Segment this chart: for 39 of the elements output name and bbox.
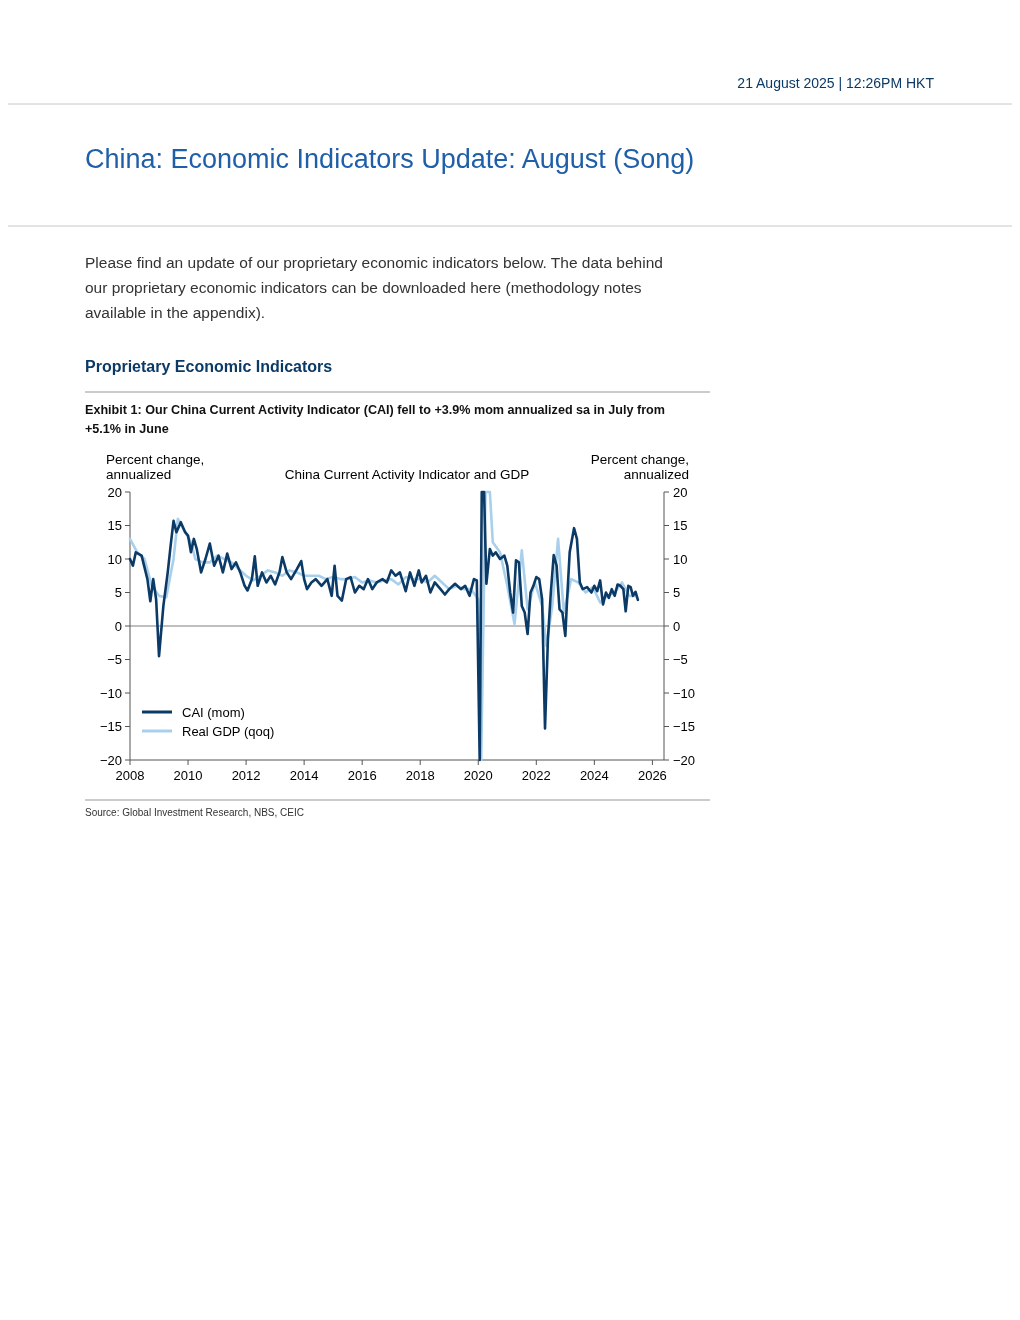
text: China: Economic Indicators Update: August (Song) (85, 144, 695, 174)
chart-title: Exhibit 1: Our China Current Activity Indicator (CAI) fell to +3.9% mom annualized sa in July from +5.1% in June (85, 403, 665, 436)
y2-tick-label: 15 (673, 518, 688, 533)
y-tick-label: −5 (107, 652, 122, 667)
y-tick-label: 5 (114, 585, 122, 600)
y2-tick-label: −15 (673, 719, 696, 734)
text: Proprietary Economic Indicators (85, 358, 333, 375)
y-tick-label: 10 (107, 551, 122, 567)
source-note: Source: Global Investment Research, NBS, CEIC (85, 807, 304, 818)
y2-tick-label: −5 (673, 652, 688, 667)
x-tick-label: 2020 (463, 768, 493, 783)
y2-tick-label: 10 (673, 551, 688, 567)
y2-tick-label: 0 (673, 618, 681, 634)
x-tick-label: 2010 (173, 768, 203, 783)
y2-axis-title: Percent change, annualized (590, 452, 689, 482)
x-tick-label: 2012 (231, 768, 261, 783)
y-tick-label: −20 (99, 752, 122, 768)
x-tick-label: 2026 (637, 768, 667, 783)
y-tick-label: 15 (107, 518, 122, 533)
y-axis-title: Percent change, annualized (106, 452, 205, 482)
y-tick-label: 0 (114, 618, 122, 634)
y2-tick-label: −20 (673, 752, 696, 768)
text: Please find an update of our proprietary economic indicators below. The data behind our proprietary economic indicators can be downloaded here (methodology notes available in the appendix). (85, 254, 663, 321)
x-tick-label: 2016 (347, 768, 377, 783)
x-tick-label: 2014 (289, 768, 319, 783)
y-tick-label: 20 (107, 484, 122, 500)
text: 21 August 2025 | 12:26PM HKT (737, 75, 935, 91)
y-tick-label: −10 (99, 685, 122, 701)
x-tick-label: 2024 (579, 768, 609, 783)
x-tick-label: 2018 (405, 768, 435, 783)
legend-label: CAI (mom) (182, 705, 245, 720)
x-tick-label: 2008 (115, 768, 145, 783)
y-tick-label: −15 (99, 719, 122, 734)
chart-subtitle: China Current Activity Indicator and GDP (284, 467, 530, 482)
y2-tick-label: 20 (673, 484, 688, 500)
legend-label: Real GDP (qoq) (182, 724, 275, 739)
y2-tick-label: 5 (673, 585, 681, 600)
y2-tick-label: −10 (673, 685, 696, 701)
x-tick-label: 2022 (521, 768, 551, 783)
